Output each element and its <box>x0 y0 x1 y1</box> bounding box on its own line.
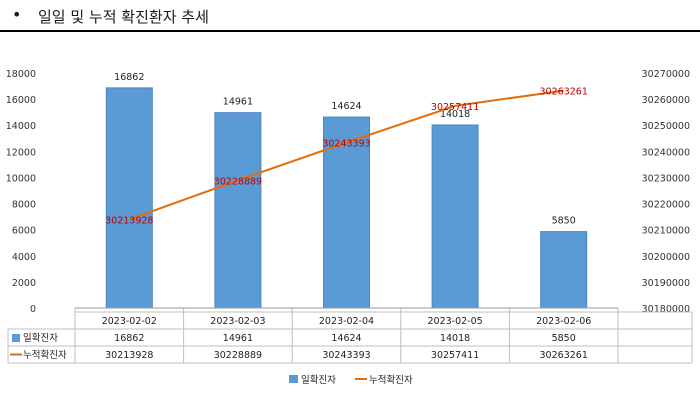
line-data-label: 30213928 <box>105 215 153 226</box>
table-legend-key-bar <box>12 334 20 342</box>
x-tick-label: 2023-02-04 <box>319 316 374 327</box>
y-left-tick-label: 18000 <box>6 69 36 80</box>
bar <box>214 112 262 309</box>
bar-data-label: 14018 <box>440 109 470 120</box>
y-right-tick-label: 30220000 <box>642 200 690 211</box>
legend-key-bar <box>289 375 298 383</box>
y-left-tick-label: 10000 <box>6 173 36 184</box>
y-left-tick-label: 6000 <box>12 226 36 237</box>
bar-data-label: 5850 <box>552 216 576 227</box>
table-cell: 30263261 <box>540 350 588 361</box>
line-data-label: 30263261 <box>540 87 588 98</box>
header: • 일일 및 누적 확진환자 추세 <box>0 0 700 32</box>
table-cell: 30257411 <box>431 350 479 361</box>
table-cell: 30243393 <box>322 350 370 361</box>
y-right-tick-label: 30250000 <box>642 121 690 132</box>
x-tick-label: 2023-02-06 <box>536 316 591 327</box>
table-cell: 30228889 <box>214 350 262 361</box>
y-left-tick-label: 2000 <box>12 278 36 289</box>
y-right-tick-label: 30270000 <box>642 69 690 80</box>
y-right-tick-label: 30240000 <box>642 147 690 158</box>
y-left-tick-label: 16000 <box>6 95 36 106</box>
y-right-tick-label: 30190000 <box>642 278 690 289</box>
line-data-label: 30228889 <box>214 176 262 187</box>
table-cell: 14624 <box>331 333 361 344</box>
y-right-tick-label: 30230000 <box>642 173 690 184</box>
bar <box>323 116 370 309</box>
x-tick-label: 2023-02-03 <box>210 316 265 327</box>
x-tick-label: 2023-02-02 <box>102 316 157 327</box>
table-cell: 14018 <box>440 333 470 344</box>
table-row-label: 일확진자 <box>23 332 58 344</box>
y-right-tick-label: 30210000 <box>642 226 690 237</box>
y-right-tick-label: 30260000 <box>642 95 690 106</box>
y-right-tick-label: 30180000 <box>642 304 690 315</box>
table-cell: 30213928 <box>105 350 153 361</box>
y-left-tick-label: 4000 <box>12 252 36 263</box>
line-data-label: 30243393 <box>322 138 370 149</box>
page-title: 일일 및 누적 확진환자 추세 <box>38 8 209 26</box>
y-left-tick-label: 0 <box>30 304 36 315</box>
legend-label: 누적확진자 <box>369 374 413 386</box>
x-tick-label: 2023-02-05 <box>427 316 482 327</box>
bar <box>431 124 479 309</box>
bar <box>105 87 153 309</box>
y-left-tick-label: 12000 <box>6 147 36 158</box>
line-data-label: 30257411 <box>431 102 479 113</box>
bar <box>540 231 588 309</box>
title-underline <box>0 30 700 32</box>
title-bullet: • <box>12 5 22 24</box>
line-series <box>128 89 564 221</box>
y-left-tick-label: 14000 <box>6 121 36 132</box>
table-row-label: 누적확진자 <box>23 349 67 361</box>
bar-data-label: 14961 <box>223 97 253 108</box>
bar-data-label: 14624 <box>331 101 361 112</box>
y-right-tick-label: 30200000 <box>642 252 690 263</box>
table-cell: 5850 <box>552 333 576 344</box>
y-left-tick-label: 8000 <box>12 200 36 211</box>
bar-data-label: 16862 <box>114 72 144 83</box>
table-cell: 16862 <box>114 333 144 344</box>
legend-label: 일확진자 <box>301 374 336 386</box>
table-cell: 14961 <box>223 333 253 344</box>
